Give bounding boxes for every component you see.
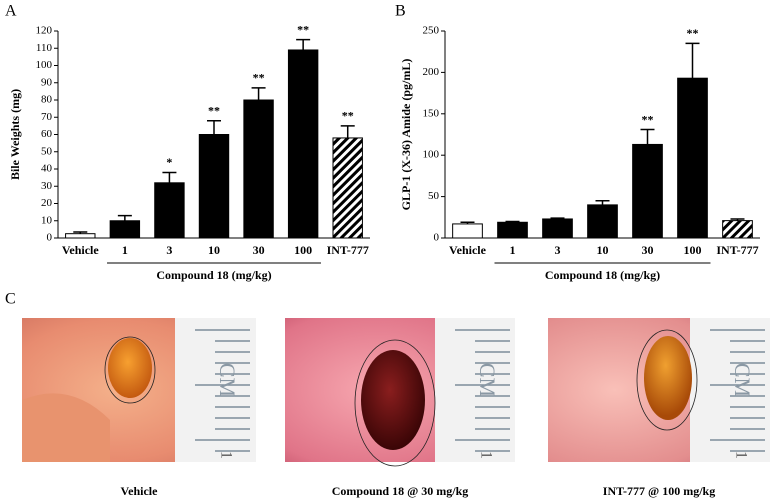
photo-caption: INT-777 @ 100 mg/kg <box>603 484 715 498</box>
ruler-mark: 1 <box>217 451 234 459</box>
x-tick-label: Vehicle <box>62 243 100 257</box>
bar <box>154 182 185 239</box>
y-tick-label: 0 <box>47 232 53 244</box>
ruler-label: CM <box>475 363 500 397</box>
bar <box>497 221 528 239</box>
bar <box>65 233 96 239</box>
photo-caption: Compound 18 @ 30 mg/kg <box>332 484 469 498</box>
y-tick-label: 90 <box>41 76 53 88</box>
x-tick-label: 1 <box>122 243 128 257</box>
x-tick-label: 10 <box>208 243 220 257</box>
error-bar <box>460 221 475 224</box>
x-tick-label: Vehicle <box>449 243 487 257</box>
bar <box>677 77 708 239</box>
y-axis-label: Bile Weights (mg) <box>8 89 22 180</box>
error-bar <box>505 220 520 223</box>
y-tick-label: 10 <box>41 214 53 226</box>
y-tick-label: 60 <box>41 128 53 140</box>
photo <box>548 318 770 462</box>
ruler-label: CM <box>215 363 240 397</box>
bar <box>243 99 274 239</box>
significance: * <box>166 155 172 169</box>
bar <box>587 204 618 239</box>
bar <box>332 137 363 239</box>
error-bar <box>73 231 88 234</box>
error-bar <box>685 42 700 79</box>
significance: ** <box>297 22 309 36</box>
y-tick-label: 100 <box>423 149 440 161</box>
photo <box>285 318 515 467</box>
y-tick-label: 250 <box>423 25 440 37</box>
error-bar <box>730 218 745 221</box>
bar <box>287 49 319 239</box>
error-bar <box>595 199 610 205</box>
significance: ** <box>342 109 354 123</box>
x-tick-label: 3 <box>166 243 172 257</box>
significance: ** <box>687 26 699 40</box>
photo <box>22 318 256 462</box>
x-tick-label: 100 <box>294 243 312 257</box>
y-tick-label: 20 <box>41 197 53 209</box>
bar <box>722 220 753 239</box>
panel-label: B <box>395 3 406 20</box>
significance: ** <box>208 103 220 117</box>
bar <box>452 223 483 239</box>
bar <box>109 220 141 239</box>
y-axis-label: GLP-1 (X-36) Amide (pg/mL) <box>399 59 413 211</box>
error-bar <box>340 125 355 138</box>
y-tick-label: 50 <box>428 190 440 202</box>
error-bar <box>207 119 221 135</box>
y-tick-label: 50 <box>41 145 53 157</box>
x-tick-label: INT-777 <box>716 243 758 257</box>
ruler-label: CM <box>730 363 755 397</box>
x-tick-label: 1 <box>510 243 516 257</box>
error-bar <box>162 171 177 183</box>
bar <box>198 134 230 239</box>
group-label: Compound 18 (mg/kg) <box>156 268 271 282</box>
significance: ** <box>253 71 265 85</box>
bar <box>542 218 573 239</box>
y-tick-label: 110 <box>36 42 53 54</box>
y-tick-label: 0 <box>434 232 440 244</box>
x-tick-label: 100 <box>684 243 702 257</box>
y-tick-label: 100 <box>36 59 53 71</box>
ruler-mark: 1 <box>732 451 749 459</box>
significance: ** <box>642 112 654 126</box>
x-tick-label: 30 <box>642 243 654 257</box>
photo-caption: Vehicle <box>121 484 159 498</box>
error-bar <box>640 128 655 145</box>
y-tick-label: 30 <box>41 180 53 192</box>
y-tick-label: 150 <box>423 107 440 119</box>
panel-label: C <box>5 291 16 308</box>
y-tick-label: 40 <box>41 163 53 175</box>
error-bar <box>251 87 266 100</box>
error-bar <box>550 217 565 219</box>
x-tick-label: 30 <box>253 243 265 257</box>
error-bar <box>296 38 311 50</box>
ruler-mark: 1 <box>477 451 494 459</box>
x-tick-label: 3 <box>555 243 561 257</box>
x-tick-label: INT-777 <box>327 243 369 257</box>
bar <box>632 143 663 239</box>
y-tick-label: 80 <box>41 94 53 106</box>
group-label: Compound 18 (mg/kg) <box>545 268 660 282</box>
error-bar <box>117 214 132 221</box>
panel-label: A <box>5 3 17 20</box>
y-tick-label: 200 <box>423 66 440 78</box>
y-tick-label: 70 <box>41 111 53 123</box>
x-tick-label: 10 <box>597 243 609 257</box>
y-tick-label: 120 <box>36 25 53 37</box>
